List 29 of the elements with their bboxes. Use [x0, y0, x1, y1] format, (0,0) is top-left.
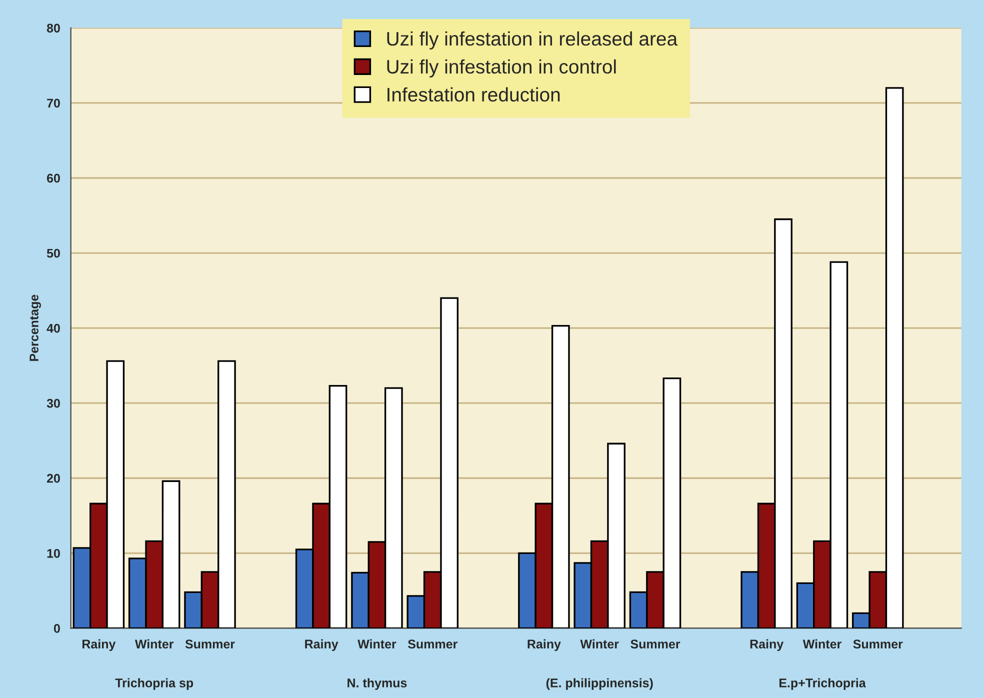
- y-tick-label: 30: [46, 398, 60, 408]
- x-tick-label: Summer: [853, 640, 903, 648]
- x-tick-label: Summer: [408, 640, 458, 648]
- y-tick-label: 20: [46, 474, 60, 483]
- x-tick-label: Winter: [358, 639, 396, 648]
- x-tick-label: Rainy: [750, 639, 784, 651]
- x-tick-label: Rainy: [528, 639, 561, 651]
- y-tick-label: 60: [46, 174, 60, 183]
- y-tick-label: 80: [46, 24, 60, 33]
- legend-label: Infestation reduction: [388, 87, 560, 102]
- x-tick-label: Winter: [134, 639, 174, 648]
- text: Trichopria sp: [115, 678, 194, 690]
- x-tick-label: Rainy: [82, 639, 116, 651]
- x-tick-label: Summer: [630, 640, 680, 648]
- y-axis-title: Percentage: [30, 294, 41, 361]
- legend-label: Uzi fly infestation in released area: [387, 31, 678, 50]
- x-tick-label: Winter: [580, 639, 619, 648]
- y-tick-label: 40: [46, 324, 60, 333]
- x-tick-label: Summer: [185, 640, 235, 648]
- text: N. thymus: [348, 678, 407, 690]
- x-tick-label: Winter: [802, 639, 842, 648]
- text: E.p+Trichopria: [779, 678, 866, 690]
- y-tick-label: 0: [54, 624, 60, 633]
- x-tick-label: Rainy: [305, 639, 338, 651]
- y-tick-label: 50: [46, 248, 60, 258]
- y-tick-label: 70: [47, 98, 60, 108]
- legend-label: Uzi fly infestation in control: [387, 59, 616, 78]
- y-tick-label: 10: [47, 548, 60, 558]
- text: (E. philippinensis): [546, 678, 653, 690]
